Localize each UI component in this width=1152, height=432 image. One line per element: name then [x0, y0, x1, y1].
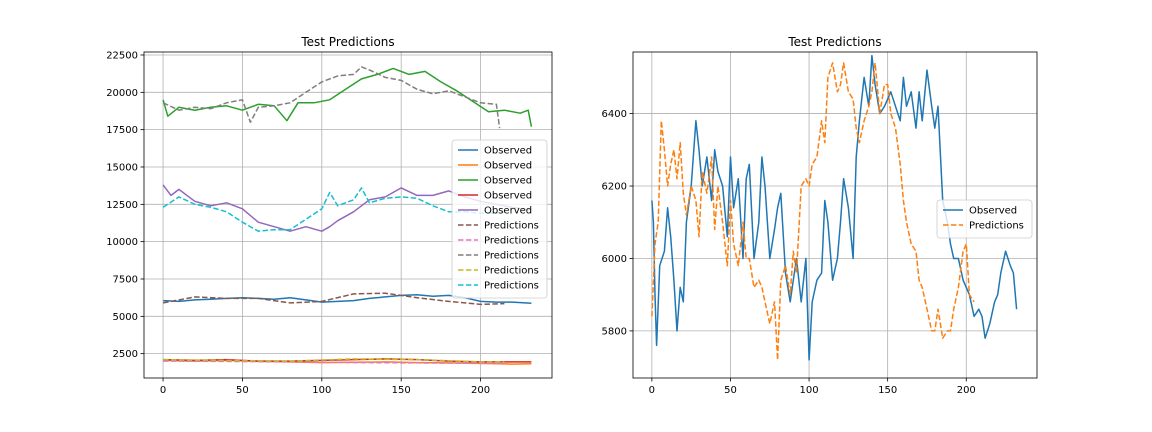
y-tick-label: 6200	[602, 182, 627, 193]
legend-label: Predictions	[484, 251, 539, 262]
x-tick-label: 200	[957, 385, 976, 396]
legend-label: Observed	[484, 206, 532, 217]
x-tick-label: 150	[392, 385, 411, 396]
series-line-observed-0	[651, 54, 1018, 361]
legend-label: Observed	[484, 146, 532, 157]
legend-label: Predictions	[484, 281, 539, 292]
axes-frame	[632, 51, 1038, 379]
x-tick-label: 0	[160, 385, 166, 396]
series-line-predictions-1	[651, 62, 975, 361]
chart-title: Test Predictions	[300, 35, 394, 49]
legend: Observed Observed Observed Observed Observed…	[451, 139, 548, 299]
y-tick-label: 15000	[106, 162, 138, 173]
series-line-predictions-6	[163, 360, 505, 365]
series-line-predictions-5	[162, 292, 505, 306]
x-tick-label: 100	[312, 385, 331, 396]
x-tick-label: 150	[878, 385, 897, 396]
y-tick-label: 17500	[106, 125, 138, 136]
y-tick-label: 2500	[113, 349, 138, 360]
legend-label: Observed	[969, 206, 1017, 217]
legend: Observed Predictions	[936, 199, 1033, 239]
y-tick-label: 10000	[106, 237, 138, 248]
legend-label: Predictions	[969, 221, 1024, 232]
legend-label: Observed	[484, 176, 532, 187]
chart-title: Test Predictions	[787, 35, 881, 49]
legend-label: Predictions	[484, 236, 539, 247]
legend-label: Observed	[484, 191, 532, 202]
y-tick-label: 7500	[113, 274, 138, 285]
series-line-observed-2	[162, 67, 533, 127]
x-tick-label: 50	[724, 385, 737, 396]
y-tick-label: 22500	[106, 50, 138, 61]
x-tick-label: 200	[471, 385, 490, 396]
x-tick-label: 100	[800, 385, 819, 396]
y-tick-label: 6000	[602, 254, 627, 265]
y-tick-label: 5800	[602, 326, 627, 337]
series-line-predictions-7	[162, 66, 501, 129]
right-chart: 0 50 100 150 200 5800 6000 6200 6400 Test Predict…	[602, 35, 1038, 396]
x-tick-label: 50	[236, 385, 249, 396]
legend-label: Predictions	[484, 266, 539, 277]
x-tick-label: 0	[649, 385, 655, 396]
y-tick-label: 12500	[106, 200, 138, 211]
y-tick-label: 6400	[602, 109, 627, 120]
legend-label: Predictions	[484, 221, 539, 232]
left-chart: 0 50 100 150 200 2500 5000 7500 10000 12500 15000 1…	[106, 35, 553, 396]
legend-label: Observed	[484, 161, 532, 172]
series-line-predictions-9	[162, 187, 505, 232]
axes-frame	[143, 51, 553, 379]
y-tick-label: 20000	[106, 88, 138, 99]
y-tick-label: 5000	[113, 312, 138, 323]
series-line-predictions-8	[163, 358, 505, 363]
